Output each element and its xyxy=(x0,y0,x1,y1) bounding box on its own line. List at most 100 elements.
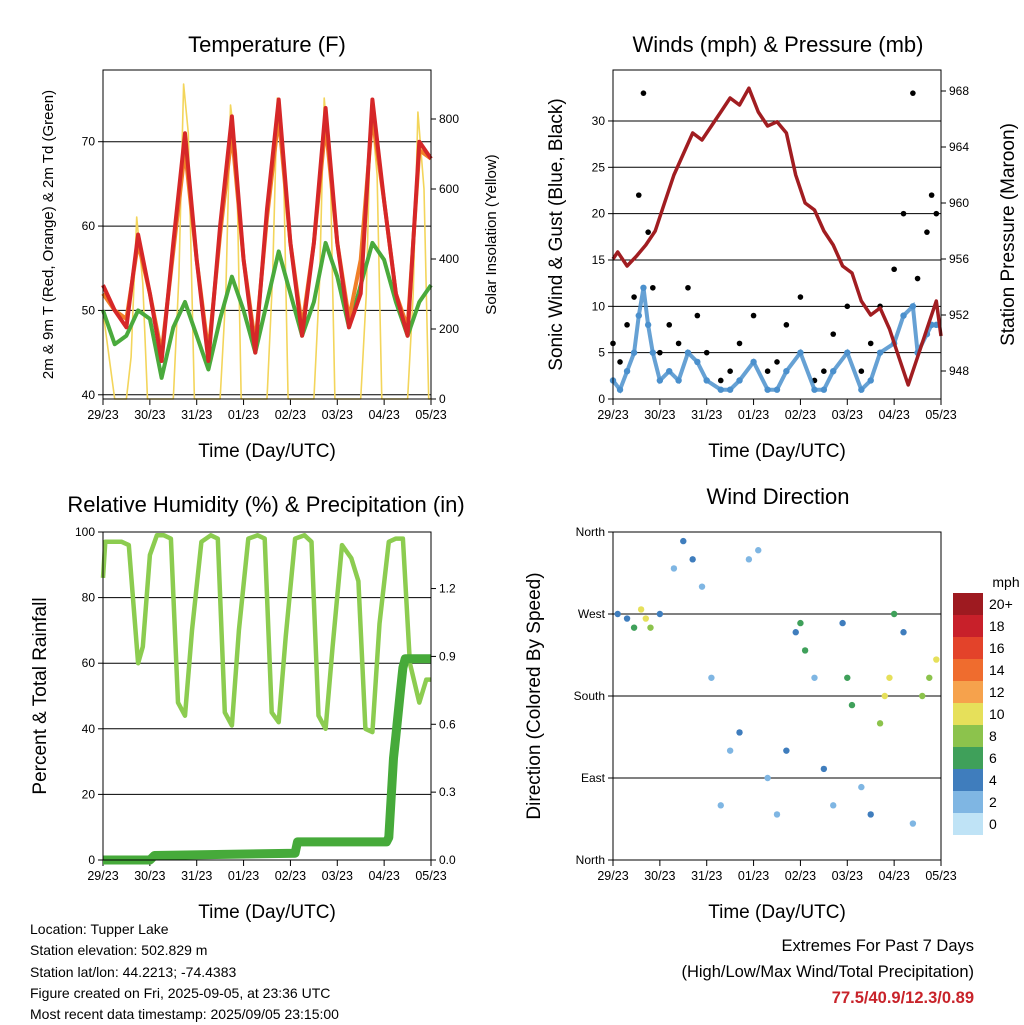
x-tick-label: 29/23 xyxy=(87,869,118,883)
y2-axis-label: Station Pressure (Maroon) xyxy=(998,123,1019,346)
y2-tick-label: 400 xyxy=(439,252,459,266)
legend-swatch xyxy=(953,681,983,703)
x-tick-label: 01/23 xyxy=(738,869,769,883)
x-tick-label: 29/23 xyxy=(597,869,628,883)
y-tick-label: 10 xyxy=(592,299,606,313)
y2-tick-label: 968 xyxy=(949,84,969,98)
direction-point xyxy=(876,720,884,727)
extremes-values: 77.5/40.9/12.3/0.89 xyxy=(831,989,974,1007)
legend-swatch xyxy=(953,637,983,659)
direction-point xyxy=(886,674,893,681)
y2-axis-label: Solar Insolation (Yellow) xyxy=(483,154,500,314)
y2-tick-label: 948 xyxy=(949,364,969,378)
direction-point xyxy=(844,674,851,681)
y-tick-label: 60 xyxy=(82,219,96,233)
plot-frame xyxy=(612,531,942,861)
y-tick-label: South xyxy=(574,689,605,703)
x-tick-label: 04/23 xyxy=(879,408,910,422)
direction-point xyxy=(637,606,645,613)
gust-point xyxy=(910,90,916,96)
series-line-total-precipitation xyxy=(103,654,431,865)
y-tick-label: 30 xyxy=(592,114,606,128)
gust-point xyxy=(844,303,851,310)
gust-point xyxy=(640,90,647,96)
legend-swatch xyxy=(953,593,983,615)
extremes-subtitle: (High/Low/Max Wind/Total Precipitation) xyxy=(681,963,974,981)
legend-label: 2 xyxy=(989,794,997,810)
direction-point xyxy=(867,811,874,818)
legend-swatch xyxy=(953,791,983,813)
x-tick-label: 30/23 xyxy=(134,869,165,883)
legend-swatch xyxy=(953,725,983,747)
y-tick-label: 0 xyxy=(598,392,605,406)
direction-point xyxy=(755,547,762,554)
y2-tick-label: 600 xyxy=(439,182,459,196)
y-tick-label: 20 xyxy=(82,787,96,801)
series-line-sonic-wind xyxy=(611,287,937,394)
y-axis-label: Sonic Wind & Gust (Blue, Black) xyxy=(546,98,567,370)
x-tick-label: 31/23 xyxy=(181,408,212,422)
x-tick-label: 03/23 xyxy=(322,869,353,883)
y2-tick-label: 960 xyxy=(949,196,969,210)
x-tick-label: 01/23 xyxy=(228,869,259,883)
direction-point xyxy=(698,583,706,590)
gust-point xyxy=(727,368,733,374)
direction-point xyxy=(797,619,804,627)
series-line-2m-td xyxy=(101,240,433,380)
y-tick-label: 40 xyxy=(82,722,96,736)
x-axis-label: Time (Day/UTC) xyxy=(198,902,336,923)
y-tick-label: 25 xyxy=(592,160,606,174)
y2-tick-label: 0.3 xyxy=(439,785,456,799)
x-tick-label: 03/23 xyxy=(322,408,353,422)
y2-tick-label: 800 xyxy=(439,112,459,126)
direction-point xyxy=(656,610,664,618)
direction-point xyxy=(680,537,687,545)
x-tick-label: 02/23 xyxy=(275,869,306,883)
y-tick-label: North xyxy=(576,525,605,539)
legend-swatch xyxy=(953,703,983,725)
x-tick-label: 30/23 xyxy=(134,408,165,422)
legend-label: 16 xyxy=(989,640,1005,656)
gust-point xyxy=(624,322,630,328)
direction-point xyxy=(745,556,753,563)
legend-swatch xyxy=(953,813,983,835)
series-line-2m-t xyxy=(101,97,433,363)
y2-tick-label: 0.0 xyxy=(439,853,456,867)
station-latlon: Station lat/lon: 44.2213; -74.4383 xyxy=(30,963,237,980)
direction-point xyxy=(630,624,638,631)
gust-point xyxy=(891,266,897,273)
gust-point xyxy=(858,368,865,374)
station-info: Location: Tupper Lake Station elevation:… xyxy=(30,919,339,1025)
panel-title-3: Wind Direction xyxy=(706,484,849,509)
legend-swatch xyxy=(953,747,983,769)
y-tick-label: North xyxy=(576,853,605,867)
x-tick-label: 05/23 xyxy=(925,408,956,422)
y-axis-label: Percent & Total Rainfall xyxy=(30,597,51,794)
recent-timestamp: Most recent data timestamp: 2025/09/05 2… xyxy=(30,1006,339,1023)
legend-label: 18 xyxy=(989,618,1005,634)
gust-point xyxy=(657,349,663,356)
plot-frame xyxy=(612,69,942,400)
x-tick-label: 29/23 xyxy=(87,408,118,422)
legend-label: 8 xyxy=(989,728,997,744)
gust-point xyxy=(914,275,921,282)
x-tick-label: 01/23 xyxy=(738,408,769,422)
y-tick-label: 60 xyxy=(82,656,96,670)
x-tick-label: 02/23 xyxy=(785,408,816,422)
direction-point xyxy=(839,619,846,627)
legend-label: 14 xyxy=(989,662,1005,678)
series-line-relative-humidity xyxy=(100,533,431,735)
y-tick-label: West xyxy=(578,607,606,621)
direction-point xyxy=(820,765,828,773)
x-tick-label: 05/23 xyxy=(925,869,956,883)
direction-point xyxy=(848,701,856,709)
direction-point xyxy=(689,556,696,563)
x-tick-label: 31/23 xyxy=(691,869,722,883)
x-axis-label: Time (Day/UTC) xyxy=(198,441,336,462)
x-tick-label: 30/23 xyxy=(644,869,675,883)
gust-point xyxy=(924,229,930,235)
y2-tick-label: 0 xyxy=(439,392,446,406)
x-tick-label: 02/23 xyxy=(275,408,306,422)
legend-swatch xyxy=(953,659,983,681)
direction-point xyxy=(670,565,678,572)
